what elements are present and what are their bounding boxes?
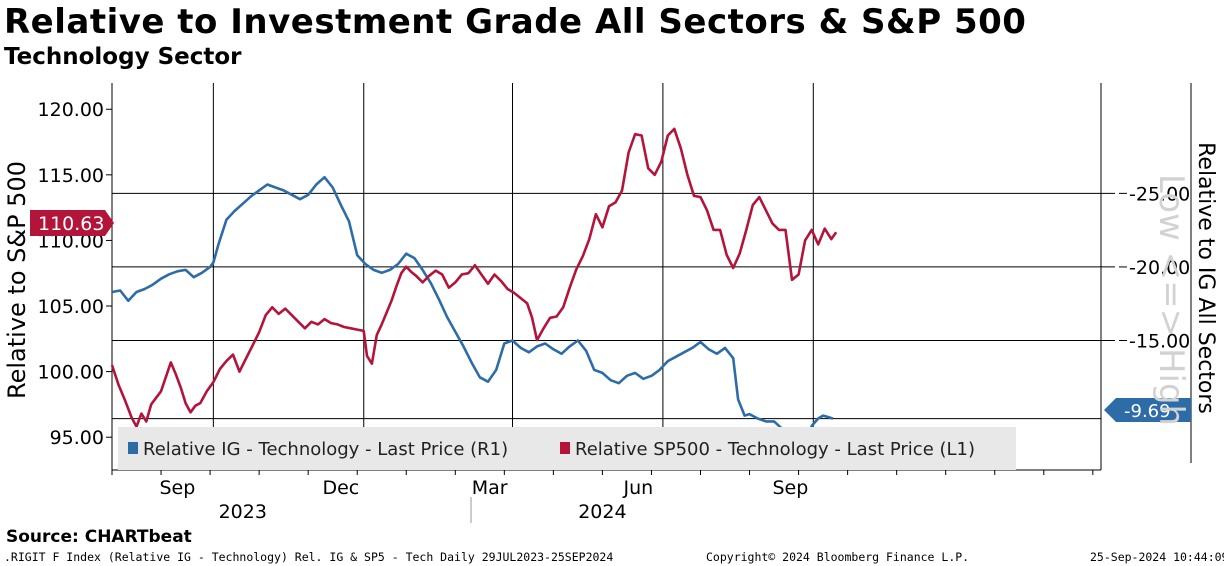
footer-center: Copyright© 2024 Bloomberg Finance L.P. [706, 550, 970, 564]
last-value-right-tag [1104, 398, 1191, 422]
left-tick-label: 115.00 [38, 165, 104, 187]
left-tick-label: 95.00 [50, 427, 104, 449]
chart-title: Relative to Investment Grade All Sectors… [4, 2, 1027, 42]
last-value-left-label: 110.63 [38, 213, 104, 235]
footer-right: 25-Sep-2024 10:44:09 [1090, 550, 1224, 564]
right-tick-label: -25.00 [1129, 183, 1190, 205]
left-tick-label: 105.00 [38, 296, 104, 318]
last-value-right: -9.69 [1104, 398, 1191, 422]
x-tick-label: Sep [772, 477, 808, 499]
x-tick-label: Mar [472, 477, 508, 499]
chart-subtitle: Technology Sector [4, 44, 242, 70]
legend-label-ig: Relative IG - Technology - Last Price (R… [143, 439, 508, 460]
left-axis-title: Relative to S&P 500 [3, 161, 31, 399]
source-label: Source: CHARTbeat [6, 527, 192, 547]
last-value-left-tag [30, 210, 114, 236]
x-year-label: 2023 [219, 501, 267, 523]
last-value-right-label: -9.69 [1124, 401, 1171, 422]
legend-label-sp500: Relative SP500 - Technology - Last Price… [575, 439, 975, 460]
x-tick-label: Sep [159, 477, 195, 499]
last-value-left: 110.63 [30, 210, 114, 236]
right-tick-label: -20.00 [1129, 257, 1190, 279]
legend-swatch-sp500 [560, 442, 570, 454]
footer-left: .RIGIT F Index (Relative IG - Technology… [4, 550, 614, 564]
x-tick-label: Dec [322, 477, 359, 499]
x-year-label: 2024 [578, 501, 626, 523]
left-tick-label: 120.00 [38, 99, 104, 121]
legend: Relative IG - Technology - Last Price (R… [118, 427, 1016, 470]
axes [111, 83, 1192, 471]
series-lines [110, 127, 838, 447]
right-axis-title: Relative to IG All Sectors [1193, 142, 1218, 414]
gridlines [112, 83, 1115, 470]
series-line-ig [111, 175, 834, 447]
right-axis-annotation: Low <=> High [1151, 174, 1191, 426]
series-line-sp500 [110, 127, 838, 429]
tick-labels: -25.00-20.00-15.00120.00115.00110.00105.… [38, 99, 1191, 523]
right-tick-label: -15.00 [1129, 331, 1190, 353]
x-tick-label: Jun [623, 477, 654, 499]
left-tick-label: 100.00 [38, 362, 104, 384]
legend-swatch-ig [128, 442, 138, 454]
